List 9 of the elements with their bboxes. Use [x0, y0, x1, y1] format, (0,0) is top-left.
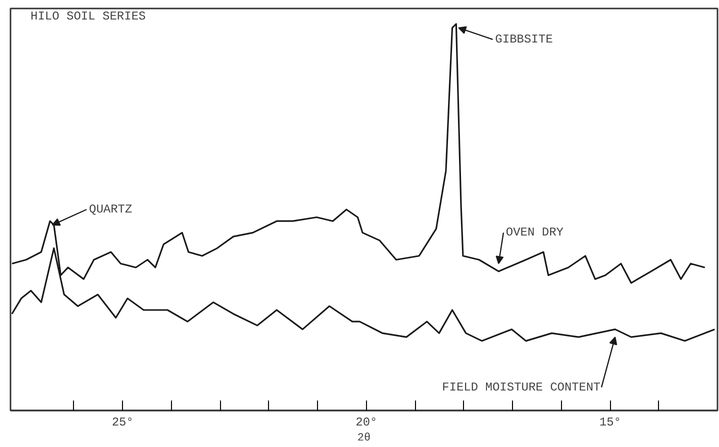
annotation: GIBBSITE [495, 32, 553, 46]
x-tick-label: 20° [356, 416, 378, 430]
chart-title: HILO SOIL SERIES [30, 10, 146, 24]
x-tick-label: 15° [599, 416, 622, 430]
annotation: QUARTZ [89, 202, 132, 216]
x-axis-title: 2θ [357, 432, 371, 444]
series-label: OVEN DRY [506, 226, 564, 240]
text: FIELD MOISTURE CONTENT [442, 380, 600, 394]
x-tick-label: 25° [112, 416, 134, 430]
